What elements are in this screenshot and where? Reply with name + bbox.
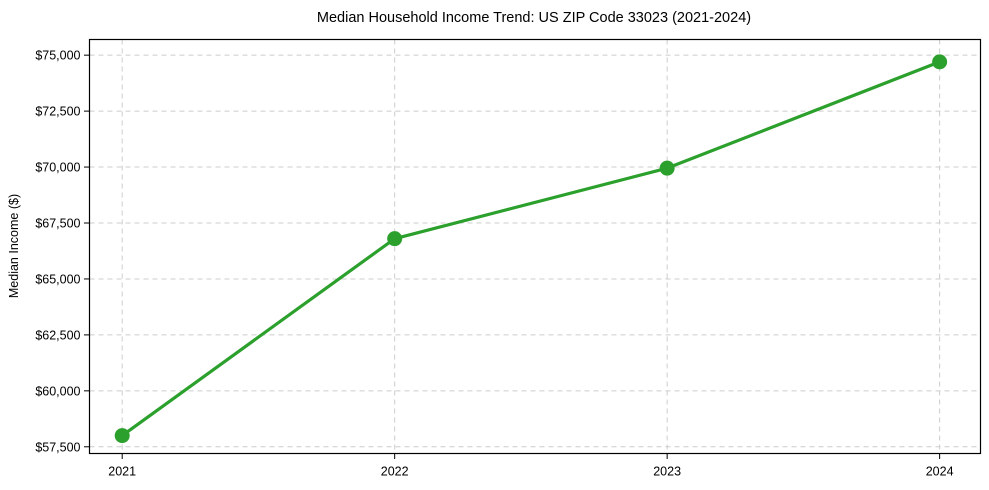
plot-frame [88, 38, 982, 455]
y-tick-label: $57,500 [35, 440, 80, 454]
y-tick-label: $65,000 [35, 272, 80, 286]
data-point-2024 [932, 54, 948, 70]
x-tick-label: 2021 [108, 465, 136, 479]
income-series [114, 54, 948, 444]
y-tick-label: $62,500 [35, 328, 80, 342]
x-tick-label: 2022 [381, 465, 409, 479]
data-point-2021 [114, 428, 130, 444]
chart-title: Median Household Income Trend: US ZIP Co… [317, 10, 751, 26]
y-tick-label: $70,000 [35, 161, 80, 175]
x-tick-label: 2024 [926, 465, 954, 479]
y-tick-label: $67,500 [35, 217, 80, 231]
x-tick-label: 2023 [653, 465, 681, 479]
data-point-2023 [659, 160, 675, 176]
income-trend-line [120, 60, 942, 438]
gridlines [89, 39, 981, 454]
y-tick-label: $72,500 [35, 105, 80, 119]
axis-ticks: $57,500 $60,000 $62,500 $65,000 $67,500 $70,0… [35, 49, 953, 479]
y-axis-label: Median Income ($) [7, 194, 21, 298]
data-point-2022 [387, 231, 403, 247]
plot-spines [88, 38, 982, 455]
y-tick-label: $60,000 [35, 384, 80, 398]
y-tick-label: $75,000 [35, 49, 80, 63]
